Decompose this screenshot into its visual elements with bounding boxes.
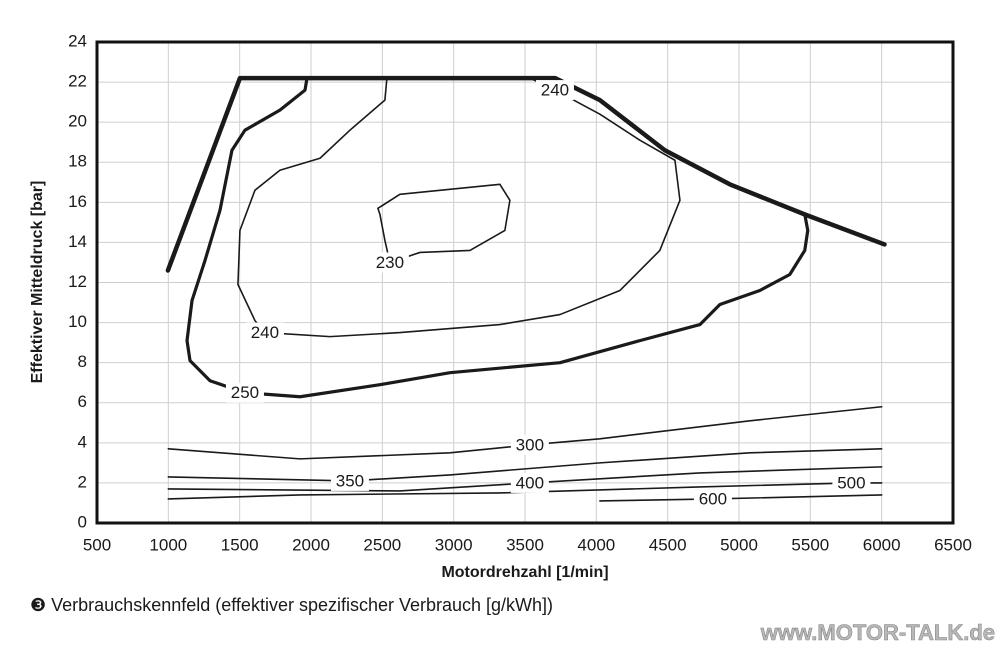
label-background: [245, 322, 284, 343]
label-background: [330, 470, 369, 491]
y-tick-label: 6: [78, 392, 87, 411]
x-tick-label: 6500: [934, 535, 972, 554]
y-tick-label: 16: [68, 192, 87, 211]
x-tick-label: 5500: [791, 535, 829, 554]
contour-line: [167, 448, 883, 482]
contour-label: 250: [231, 383, 259, 402]
label-background: [510, 472, 549, 493]
y-tick-label: 24: [68, 31, 87, 50]
contour-line: [599, 494, 883, 502]
contour-label: 230: [376, 253, 404, 272]
y-axis-label: Effektiver Mitteldruck [bar]: [29, 181, 46, 384]
contour-line: [165, 75, 887, 273]
contour-label: 300: [516, 435, 544, 454]
label-background: [370, 252, 409, 273]
contour-line: [237, 77, 681, 338]
contour-label: 240: [541, 81, 569, 100]
y-tick-label: 2: [78, 472, 87, 491]
label-background: [693, 488, 732, 509]
x-axis-label: Motordrehzahl [1/min]: [441, 564, 608, 581]
contour-label: 350: [336, 471, 364, 490]
contour-line: [377, 183, 511, 264]
y-tick-label: 4: [78, 432, 87, 451]
contour-label: 240: [251, 323, 279, 342]
x-tick-label: 2000: [292, 535, 330, 554]
x-tick-label: 5000: [720, 535, 758, 554]
x-tick-label: 3500: [506, 535, 544, 554]
x-tick-label: 500: [83, 535, 111, 554]
x-tick-label: 1500: [221, 535, 259, 554]
y-tick-label: 0: [78, 512, 87, 531]
x-tick-label: 6000: [863, 535, 901, 554]
x-tick-label: 3000: [435, 535, 473, 554]
plot-frame: [95, 40, 955, 525]
x-tick-label: 1000: [149, 535, 187, 554]
label-background: [535, 80, 574, 101]
label-background: [225, 382, 264, 403]
y-tick-label: 14: [68, 232, 87, 251]
y-tick-label: 20: [68, 112, 87, 131]
y-tick-label: 18: [68, 152, 87, 171]
x-tick-label: 4500: [649, 535, 687, 554]
x-tick-label: 2500: [363, 535, 401, 554]
contour-line: [185, 76, 810, 399]
contour-label: 600: [699, 489, 727, 508]
y-tick-label: 22: [68, 72, 87, 91]
y-tick-label: 12: [68, 272, 87, 291]
contour-label: 400: [516, 473, 544, 492]
label-background: [510, 434, 549, 455]
caption: ❸ Verbrauchskennfeld (effektiver spezifi…: [30, 595, 553, 615]
y-tick-label: 10: [68, 312, 87, 331]
y-tick-label: 8: [78, 352, 87, 371]
contour-label: 500: [837, 473, 865, 492]
label-background: [832, 472, 871, 493]
x-tick-label: 4000: [577, 535, 615, 554]
watermark: www.MOTOR-TALK.de: [760, 620, 995, 645]
